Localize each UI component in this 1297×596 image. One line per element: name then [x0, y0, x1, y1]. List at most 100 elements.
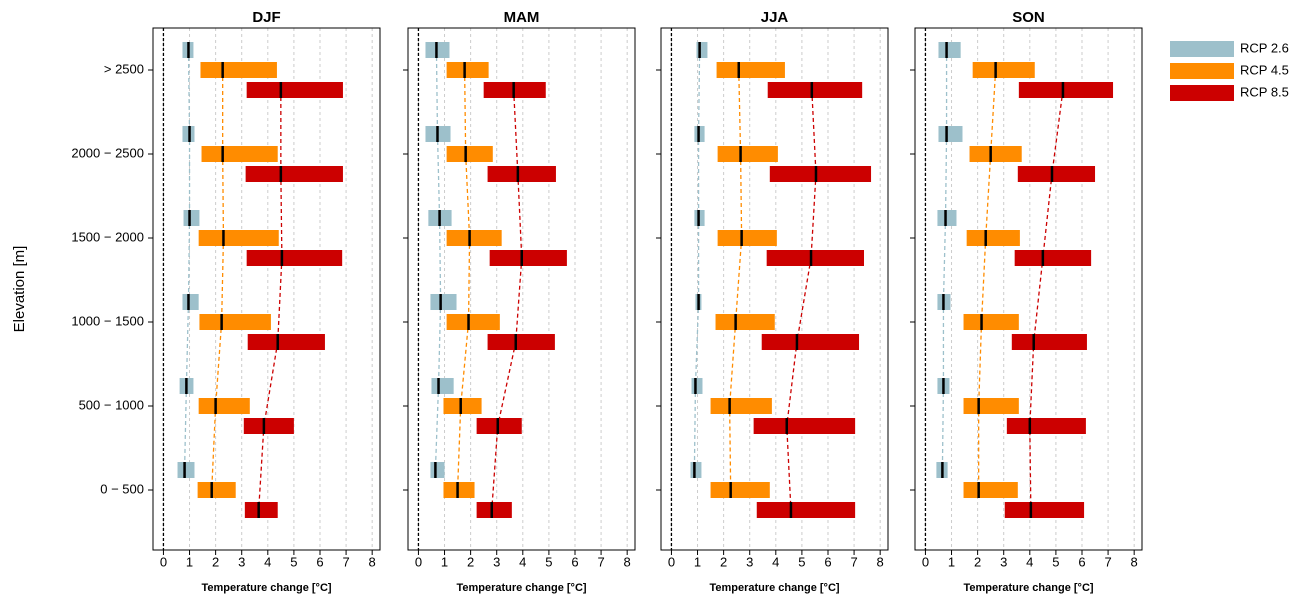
- median-trend: [728, 69, 743, 491]
- x-tick-label: 2: [212, 554, 219, 569]
- x-tick-label: 7: [850, 554, 857, 569]
- median-trend: [258, 90, 283, 511]
- range-bar: [1004, 502, 1085, 518]
- range-bar: [489, 250, 567, 266]
- range-bar: [1017, 166, 1096, 182]
- range-bar: [430, 294, 457, 310]
- range-bar: [696, 42, 708, 58]
- x-tick-label: 8: [369, 554, 376, 569]
- x-tick-label: 6: [1078, 554, 1085, 569]
- y-tick-label: 1500 − 2000: [71, 229, 144, 244]
- range-bar: [963, 482, 1018, 498]
- median-trend: [456, 69, 471, 491]
- range-bar: [177, 462, 195, 478]
- range-bar: [476, 418, 522, 434]
- range-bar: [183, 210, 200, 226]
- x-tick-label: 0: [415, 554, 422, 569]
- range-bar: [756, 502, 856, 518]
- x-tick-label: 3: [238, 554, 245, 569]
- range-bar: [966, 230, 1020, 246]
- median-trend: [941, 50, 948, 471]
- x-tick-label: 3: [493, 554, 500, 569]
- range-bar: [963, 314, 1019, 330]
- range-bar: [431, 378, 454, 394]
- x-tick-label: 3: [1000, 554, 1007, 569]
- x-tick-label: 6: [571, 554, 578, 569]
- panel-title: JJA: [761, 9, 789, 26]
- y-tick-label: 0 − 500: [100, 481, 144, 496]
- range-bar: [937, 210, 957, 226]
- range-bar: [443, 482, 475, 498]
- range-bar: [766, 250, 864, 266]
- median-trend: [978, 69, 997, 490]
- median-trend: [183, 49, 191, 471]
- legend-label: RCP 8.5: [1240, 84, 1289, 99]
- range-bar: [767, 82, 863, 98]
- range-bar: [715, 314, 775, 330]
- range-bar: [243, 418, 294, 434]
- y-axis-label: Elevation [m]: [11, 246, 28, 333]
- x-tick-label: 0: [922, 554, 929, 569]
- range-bar: [1011, 334, 1087, 350]
- range-bar: [446, 146, 493, 162]
- plot-frame: [914, 27, 1143, 551]
- range-bar: [963, 398, 1019, 414]
- median-trend: [434, 49, 442, 471]
- median-trend: [786, 89, 817, 511]
- range-bar: [1014, 250, 1092, 266]
- panel-title: DJF: [252, 9, 280, 26]
- y-tick-label: 1000 − 1500: [71, 313, 144, 328]
- legend-swatch: [1170, 41, 1234, 57]
- x-tick-label: 2: [720, 554, 727, 569]
- range-bar: [938, 126, 963, 142]
- panel-title: SON: [1012, 9, 1045, 26]
- range-bar: [710, 398, 772, 414]
- legend-label: RCP 4.5: [1240, 62, 1289, 77]
- y-tick-label: 500 − 1000: [79, 397, 144, 412]
- x-tick-label: 5: [798, 554, 805, 569]
- x-axis-label: Temperature change [°C]: [456, 582, 586, 594]
- x-tick-label: 8: [624, 554, 631, 569]
- x-tick-label: 7: [342, 554, 349, 569]
- legend-swatch: [1170, 63, 1234, 79]
- range-bar: [476, 502, 512, 518]
- y-tick-label: 2000 − 2500: [71, 145, 144, 160]
- range-bar: [430, 462, 445, 478]
- range-bar: [1006, 418, 1086, 434]
- range-bar: [443, 398, 482, 414]
- range-bar: [753, 418, 856, 434]
- legend-swatch: [1170, 85, 1234, 101]
- range-bar: [938, 42, 961, 58]
- range-bar: [710, 482, 770, 498]
- x-tick-label: 4: [1026, 554, 1033, 569]
- x-tick-label: 4: [264, 554, 271, 569]
- range-bar: [246, 82, 343, 98]
- range-bar: [446, 62, 489, 78]
- plot-frame: [407, 27, 636, 551]
- range-bar: [487, 166, 556, 182]
- x-tick-label: 8: [877, 554, 884, 569]
- range-bar: [717, 146, 778, 162]
- plot-frame: [660, 27, 889, 551]
- x-tick-label: 2: [974, 554, 981, 569]
- x-tick-label: 2: [467, 554, 474, 569]
- x-tick-label: 8: [1131, 554, 1138, 569]
- x-tick-label: 7: [1104, 554, 1111, 569]
- range-bar: [690, 462, 702, 478]
- range-bar: [198, 398, 250, 414]
- range-bar: [182, 294, 199, 310]
- x-tick-label: 6: [316, 554, 323, 569]
- x-tick-label: 1: [441, 554, 448, 569]
- range-bar: [487, 334, 555, 350]
- range-bar: [1018, 82, 1114, 98]
- range-bar: [972, 62, 1035, 78]
- x-tick-label: 4: [519, 554, 526, 569]
- legend-label: RCP 2.6: [1240, 40, 1289, 55]
- panel-title: MAM: [504, 9, 540, 26]
- range-bar: [717, 230, 777, 246]
- x-tick-label: 6: [824, 554, 831, 569]
- x-tick-label: 0: [160, 554, 167, 569]
- range-bar: [201, 146, 278, 162]
- x-axis-label: Temperature change [°C]: [709, 582, 839, 594]
